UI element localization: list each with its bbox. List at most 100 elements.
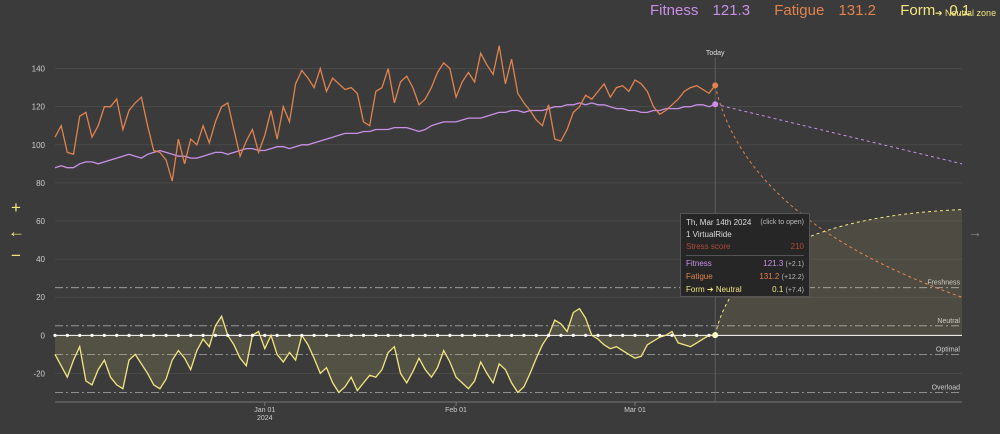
neutral-zone-legend[interactable]: ➔ Neutral zone xyxy=(935,8,997,18)
x-tick-label: Feb 01 xyxy=(445,407,467,414)
tooltip-form-label: Form ➔ Neutral xyxy=(686,285,742,294)
activity-dot[interactable] xyxy=(176,333,181,337)
tooltip-fatigue-value: 131.2 xyxy=(759,272,780,281)
fatigue-value: 131.2 xyxy=(838,2,877,19)
activity-dot[interactable] xyxy=(78,333,82,337)
fatigue-label: Fatigue xyxy=(774,2,825,19)
x-tick-label: Jan 01 xyxy=(254,407,275,414)
activity-dot[interactable] xyxy=(435,333,440,337)
activity-dot[interactable] xyxy=(509,333,514,337)
activity-dot[interactable] xyxy=(522,333,526,337)
fatigue-metric: Fatigue 131.2 xyxy=(774,2,886,19)
tooltip-activity: 1 VirtualRide xyxy=(686,230,732,239)
y-tick-label: 40 xyxy=(36,255,45,264)
activity-dot[interactable] xyxy=(226,333,230,337)
activity-dot[interactable] xyxy=(152,333,156,337)
activity-dot[interactable] xyxy=(90,333,94,337)
activity-dot[interactable] xyxy=(65,333,69,337)
tooltip-divider xyxy=(686,255,804,256)
fatigue-today-marker xyxy=(712,82,719,89)
activity-dot[interactable] xyxy=(460,333,464,337)
activity-dot[interactable] xyxy=(53,333,57,337)
activity-dot[interactable] xyxy=(485,333,489,337)
activity-dot[interactable] xyxy=(374,333,378,337)
activity-dot[interactable] xyxy=(658,333,662,337)
activity-dot[interactable] xyxy=(263,333,267,337)
form-line xyxy=(54,307,716,394)
tooltip-stress-label: Stress score xyxy=(686,242,731,251)
activity-dot[interactable] xyxy=(633,333,637,337)
activity-dot[interactable] xyxy=(189,333,193,337)
form-today-marker xyxy=(712,332,719,339)
activity-dot[interactable] xyxy=(497,333,501,337)
activity-dot[interactable] xyxy=(337,333,341,337)
fatigue-projection xyxy=(714,85,963,298)
activity-dot[interactable] xyxy=(102,333,106,337)
activity-dot[interactable] xyxy=(571,333,575,337)
activity-dot[interactable] xyxy=(608,333,612,337)
fitness-line xyxy=(54,102,716,169)
back-arrow-icon[interactable]: ← xyxy=(8,222,25,241)
y-tick-label: 20 xyxy=(36,293,45,302)
today-label: Today xyxy=(706,50,725,57)
zone-label: Freshness xyxy=(927,280,960,287)
tooltip-fatigue-label: Fatigue xyxy=(686,272,713,281)
activity-dot[interactable] xyxy=(213,333,218,337)
activity-dot[interactable] xyxy=(238,333,242,337)
activity-dot[interactable] xyxy=(534,333,538,337)
fitness-projection xyxy=(715,103,963,165)
y-tick-label: -20 xyxy=(33,369,45,378)
tooltip-form-delta: (+7.4) xyxy=(785,287,804,294)
activity-dot[interactable] xyxy=(115,333,119,337)
activity-dot[interactable] xyxy=(411,333,415,337)
activity-dot[interactable] xyxy=(349,333,353,337)
day-tooltip[interactable]: Th, Mar 14th 2024 (click to open) 1 Virtu… xyxy=(680,213,810,297)
activity-dot[interactable] xyxy=(361,333,366,337)
tooltip-stress-value: 210 xyxy=(790,242,804,251)
activity-dot[interactable] xyxy=(164,333,168,337)
tooltip-hint[interactable]: (click to open) xyxy=(760,219,804,226)
activity-dot[interactable] xyxy=(386,333,390,337)
activity-dot[interactable] xyxy=(312,333,316,337)
activity-dot[interactable] xyxy=(300,333,304,337)
activity-dot[interactable] xyxy=(682,333,686,337)
activity-dot[interactable] xyxy=(695,333,699,337)
activity-dot[interactable] xyxy=(584,333,588,337)
zoom-out-button[interactable]: − xyxy=(11,246,21,265)
activity-dot[interactable] xyxy=(448,333,452,337)
zone-label: Overload xyxy=(932,384,961,391)
tooltip-fitness-value: 121.3 xyxy=(763,259,784,268)
activity-dot[interactable] xyxy=(645,333,649,337)
y-tick-label: 0 xyxy=(41,331,46,340)
zoom-in-button[interactable]: + xyxy=(11,198,21,217)
tooltip-fitness-delta: (+2.1) xyxy=(785,261,804,268)
fatigue-line xyxy=(54,45,716,182)
zone-label: Optimal xyxy=(936,346,961,353)
metrics-header: Fitness 121.3 Fatigue 131.2 Form 0.1 xyxy=(650,2,990,19)
activity-dot[interactable] xyxy=(127,333,131,337)
form-value: 0.1 xyxy=(949,2,971,19)
activity-dot[interactable] xyxy=(621,333,625,337)
activity-dot[interactable] xyxy=(547,333,551,337)
activity-dot[interactable] xyxy=(670,333,674,337)
activity-dot[interactable] xyxy=(596,333,600,337)
activity-dot[interactable] xyxy=(423,333,427,337)
activity-dot[interactable] xyxy=(250,333,255,337)
tooltip-fatigue-delta: (+12.2) xyxy=(781,274,804,281)
form-area xyxy=(55,308,716,393)
forward-arrow-icon[interactable]: → xyxy=(968,224,982,240)
activity-dot[interactable] xyxy=(324,333,329,337)
fitness-label: Fitness xyxy=(650,2,699,19)
activity-dot[interactable] xyxy=(472,333,477,337)
activity-dot[interactable] xyxy=(398,333,403,337)
y-tick-label: 140 xyxy=(32,65,46,74)
y-tick-label: 80 xyxy=(36,179,45,188)
activity-dot[interactable] xyxy=(707,333,711,337)
activity-dot[interactable] xyxy=(201,333,205,337)
activity-dot[interactable] xyxy=(559,333,563,337)
activity-dot[interactable] xyxy=(275,333,279,337)
x-tick-label: 2024 xyxy=(257,415,273,422)
activity-dot[interactable] xyxy=(139,333,143,337)
activity-dot[interactable] xyxy=(287,333,292,337)
